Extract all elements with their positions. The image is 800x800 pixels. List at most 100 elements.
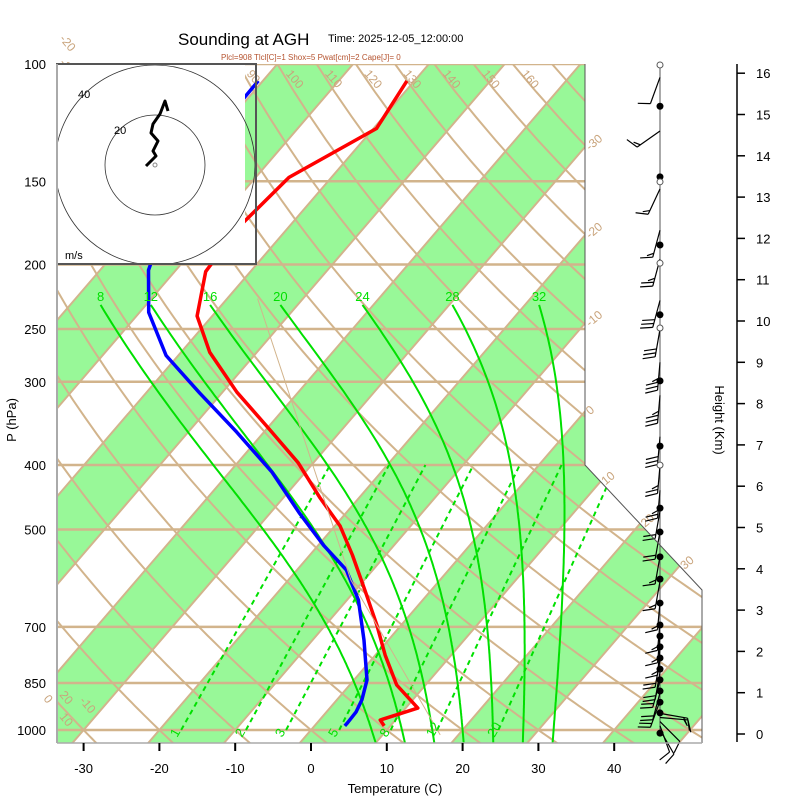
height-tick-label: 0 (756, 727, 763, 742)
dry-adiabat (57, 64, 636, 743)
dry-adiabat (198, 64, 702, 743)
dewpoint-profile-line (146, 79, 369, 728)
wind-barb-feather (645, 381, 659, 386)
wind-barb-feather (645, 463, 658, 469)
wind-barb-feather (640, 706, 653, 709)
moist-adiabat-label: 24 (355, 289, 369, 304)
wind-barb-feather (641, 281, 654, 284)
dry-adiabat (237, 64, 702, 743)
dry-adiabat (57, 64, 175, 743)
isotherm-label: 10 (598, 468, 617, 488)
pressure-tick-label: 100 (24, 57, 46, 72)
wind-barb-feather (646, 252, 654, 257)
dry-adiabat (158, 64, 702, 743)
hodograph-unit-label: m/s (65, 250, 83, 262)
pressure-tick-label: 500 (24, 523, 46, 538)
wind-level-dot (656, 102, 664, 110)
wind-level-open-dot (656, 61, 664, 69)
wind-barb-feather (641, 702, 654, 705)
mixing-ratio-line (285, 464, 427, 731)
wind-barb-feather (645, 414, 659, 419)
isotherm-band (57, 64, 505, 743)
wind-barb-staff (656, 362, 661, 391)
wind-barb-feather (642, 558, 656, 562)
wind-barb-feather (648, 604, 657, 609)
chart-title: Sounding at AGH (178, 30, 309, 49)
wind-barb-staff (654, 329, 661, 357)
wind-barb-feather (651, 484, 659, 490)
moist-adiabat (451, 304, 526, 743)
height-tick-label: 4 (756, 562, 763, 577)
wind-level-dot (656, 729, 664, 737)
wind-level-dot (656, 241, 664, 249)
wind-barb-feather (645, 455, 659, 461)
height-tick-label: 14 (756, 149, 770, 164)
dry-adiabat-label: -20 (57, 32, 79, 55)
height-tick-label: 5 (756, 521, 763, 536)
wind-barb-staff (649, 700, 661, 728)
hodograph-trace (144, 99, 170, 168)
wind-level-dot (656, 621, 664, 629)
x-tick-label: 30 (531, 761, 545, 776)
height-tick-label: 12 (756, 231, 770, 246)
mixing-ratio-label: 3 (272, 726, 289, 740)
dry-adiabat (57, 64, 483, 743)
wind-barb-feather (659, 751, 670, 761)
height-tick-label: 10 (756, 314, 770, 329)
x-tick-label: -20 (150, 761, 169, 776)
isotherm-line (525, 64, 702, 743)
height-tick-label: 2 (756, 644, 763, 659)
isotherm-line (601, 64, 702, 743)
wind-barb-column (626, 61, 692, 764)
height-tick-label: 8 (756, 397, 763, 412)
y-axis-label: P (hPa) (4, 398, 19, 442)
wind-barb-staff (659, 721, 681, 742)
wind-barb-feather (645, 513, 659, 518)
wind-level-dot (656, 377, 664, 385)
hodograph-ring-label: 40 (78, 89, 90, 101)
x-tick-label: 0 (307, 761, 314, 776)
wind-barb-feather (645, 459, 659, 465)
wind-level-dot (656, 643, 664, 651)
x-axis-label: Temperature (C) (348, 781, 443, 796)
pressure-tick-label: 150 (24, 174, 46, 189)
height-axis-label: Height (Km) (712, 385, 727, 454)
dry-adiabat-label: 0 (41, 692, 56, 706)
dry-adiabat-label: 160 (518, 67, 542, 92)
pressure-tick-label: 250 (24, 322, 46, 337)
wind-level-dot (656, 575, 664, 583)
wind-barb-feather (626, 139, 638, 148)
wind-barb-feather (643, 348, 657, 352)
wind-barb-feather (642, 699, 656, 703)
dry-adiabat (80, 64, 702, 743)
time-label: Time: 2025-12-05_12:00:00 (328, 33, 463, 45)
mixing-ratio-line (497, 464, 618, 731)
wind-barb-feather (642, 583, 656, 587)
height-tick-label: 1 (756, 686, 763, 701)
axes: Sounding at AGH Time: 2025-12-05_12:00:0… (4, 30, 770, 796)
wind-barb-feather (645, 385, 659, 390)
wind-barb-staff (659, 712, 688, 719)
isotherm-line (57, 64, 582, 743)
moist-adiabat-label: 32 (532, 289, 546, 304)
moist-adiabat (361, 304, 495, 743)
wind-barb-feather (643, 682, 656, 686)
wind-barb-staff (652, 300, 661, 328)
wind-barb-feather (651, 410, 659, 416)
wind-barb-feather (643, 352, 656, 356)
wind-barb-staff (654, 581, 661, 609)
wind-barb-feather (645, 517, 658, 522)
wind-barb-feather (648, 579, 657, 584)
wind-barb-feather (642, 356, 656, 360)
plot-right-boundary (584, 64, 703, 743)
wind-barb-feather (645, 629, 658, 634)
wind-barb-feather (643, 534, 656, 538)
wind-barb-feather (635, 212, 649, 215)
wind-barb-feather (643, 554, 656, 558)
wind-level-dot (656, 553, 664, 561)
height-tick-label: 13 (756, 190, 770, 205)
wind-level-dot (656, 665, 664, 673)
wind-barb-feather (643, 695, 656, 699)
wind-barb-staff (656, 395, 661, 424)
